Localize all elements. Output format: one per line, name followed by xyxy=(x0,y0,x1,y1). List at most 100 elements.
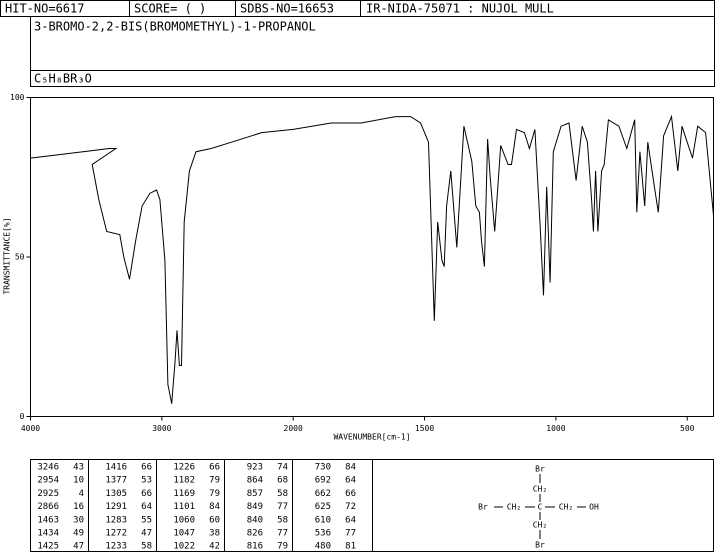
formula: C₅H₈BR₃O xyxy=(34,72,92,86)
structure-box xyxy=(372,459,714,552)
peak-transmittance: 43 xyxy=(73,463,84,473)
method: IR-NIDA-75071 : NUJOL MULL xyxy=(366,2,554,16)
hit-no: HIT-NO=6617 xyxy=(5,2,84,16)
peak-transmittance: 42 xyxy=(209,542,220,552)
peak-transmittance: 60 xyxy=(209,515,220,525)
atom-label: CH₂ xyxy=(507,503,521,512)
peak-wavenumber: 1434 xyxy=(37,529,59,539)
peak-transmittance: 66 xyxy=(345,489,356,499)
compound-name: 3-BROMO-2,2-BIS(BROMOMETHYL)-1-PROPANOL xyxy=(34,20,316,34)
peak-transmittance: 55 xyxy=(141,515,152,525)
peak-transmittance: 66 xyxy=(141,489,152,499)
peak-transmittance: 49 xyxy=(73,529,84,539)
peak-wavenumber: 480 xyxy=(315,542,331,552)
peak-transmittance: 4 xyxy=(79,489,84,499)
peak-wavenumber: 1101 xyxy=(173,502,195,512)
peak-transmittance: 64 xyxy=(345,515,356,525)
peak-wavenumber: 2925 xyxy=(37,489,59,499)
peak-transmittance: 47 xyxy=(141,529,152,539)
peak-wavenumber: 1291 xyxy=(105,502,127,512)
peak-wavenumber: 2954 xyxy=(37,476,59,486)
peak-wavenumber: 1182 xyxy=(173,476,195,486)
peak-wavenumber: 662 xyxy=(315,489,331,499)
score: SCORE= ( ) xyxy=(134,2,206,16)
peak-transmittance: 30 xyxy=(73,515,84,525)
peak-wavenumber: 1226 xyxy=(173,463,195,473)
peak-wavenumber: 625 xyxy=(315,502,331,512)
peak-wavenumber: 1305 xyxy=(105,489,127,499)
structure-bonds xyxy=(494,474,586,539)
x-tick-label: 4000 xyxy=(21,424,40,433)
y-tick-label: 100 xyxy=(10,93,25,102)
peak-transmittance: 84 xyxy=(345,463,356,473)
peak-wavenumber: 1283 xyxy=(105,515,127,525)
peak-wavenumber: 864 xyxy=(247,476,263,486)
peak-transmittance: 68 xyxy=(277,476,288,486)
peak-transmittance: 79 xyxy=(209,489,220,499)
atom-label: Br xyxy=(535,541,545,550)
peak-transmittance: 16 xyxy=(73,502,84,512)
peak-transmittance: 79 xyxy=(209,476,220,486)
peak-transmittance: 58 xyxy=(277,489,288,499)
x-tick-label: 500 xyxy=(680,424,695,433)
peak-wavenumber: 730 xyxy=(315,463,331,473)
peak-wavenumber: 857 xyxy=(247,489,263,499)
peak-transmittance: 66 xyxy=(141,463,152,473)
peak-wavenumber: 2866 xyxy=(37,502,59,512)
peak-wavenumber: 1233 xyxy=(105,542,127,552)
header-box xyxy=(0,0,715,17)
atom-label: CH₂ xyxy=(533,485,547,494)
peak-wavenumber: 1416 xyxy=(105,463,127,473)
atom-label: C xyxy=(538,503,543,512)
peak-wavenumber: 3246 xyxy=(37,463,59,473)
atom-label: CH₂ xyxy=(559,503,573,512)
peak-transmittance: 64 xyxy=(141,502,152,512)
atom-label: CH₂ xyxy=(533,521,547,530)
spectrum-line xyxy=(30,114,714,404)
peak-transmittance: 58 xyxy=(277,515,288,525)
x-axis-label: WAVENUMBER[cm-1] xyxy=(333,433,410,442)
peak-wavenumber: 1047 xyxy=(173,529,195,539)
y-axis-label: TRANSMITTANCE[%] xyxy=(3,217,12,294)
peak-transmittance: 77 xyxy=(345,529,356,539)
formula-box xyxy=(30,70,715,87)
sdbs-no: SDBS-NO=16653 xyxy=(240,2,334,16)
peak-transmittance: 77 xyxy=(277,529,288,539)
peak-wavenumber: 692 xyxy=(315,476,331,486)
x-tick-label: 1500 xyxy=(415,424,434,433)
peak-wavenumber: 826 xyxy=(247,529,263,539)
peak-wavenumber: 840 xyxy=(247,515,263,525)
peak-transmittance: 84 xyxy=(209,502,220,512)
peak-transmittance: 81 xyxy=(345,542,356,552)
peak-wavenumber: 849 xyxy=(247,502,263,512)
x-tick-label: 1000 xyxy=(546,424,565,433)
peak-transmittance: 79 xyxy=(277,542,288,552)
peak-transmittance: 58 xyxy=(141,542,152,552)
peak-wavenumber: 1022 xyxy=(173,542,195,552)
peak-wavenumber: 1463 xyxy=(37,515,59,525)
peak-transmittance: 72 xyxy=(345,502,356,512)
atom-label: OH xyxy=(589,503,599,512)
peak-transmittance: 77 xyxy=(277,502,288,512)
peak-wavenumber: 923 xyxy=(247,463,263,473)
peak-wavenumber: 1425 xyxy=(37,542,59,552)
peak-wavenumber: 1060 xyxy=(173,515,195,525)
peak-wavenumber: 610 xyxy=(315,515,331,525)
atom-label: Br xyxy=(535,465,545,474)
peak-wavenumber: 1272 xyxy=(105,529,127,539)
peak-transmittance: 38 xyxy=(209,529,220,539)
peak-transmittance: 66 xyxy=(209,463,220,473)
peak-transmittance: 47 xyxy=(73,542,84,552)
peak-transmittance: 10 xyxy=(73,476,84,486)
x-tick-label: 2000 xyxy=(284,424,303,433)
y-tick-label: 50 xyxy=(15,253,25,262)
y-tick-label: 0 xyxy=(20,412,25,421)
peak-transmittance: 53 xyxy=(141,476,152,486)
peak-transmittance: 64 xyxy=(345,476,356,486)
atom-label: Br xyxy=(478,503,488,512)
peak-wavenumber: 1169 xyxy=(173,489,195,499)
peak-wavenumber: 536 xyxy=(315,529,331,539)
x-tick-label: 3000 xyxy=(152,424,171,433)
peak-transmittance: 74 xyxy=(277,463,288,473)
